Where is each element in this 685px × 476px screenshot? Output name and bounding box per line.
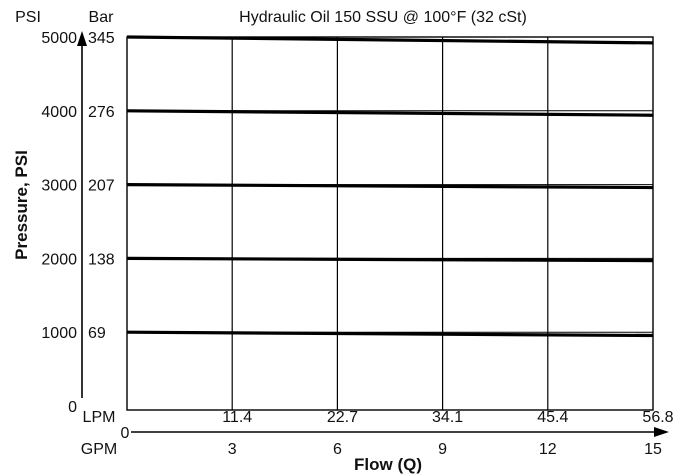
series-line-1 [126,35,654,45]
y-bar-tick-labels: 69 138 207 276 345 [88,30,115,342]
x-gpm-tick-label: 6 [333,441,342,458]
series-line-3 [126,183,654,190]
y-axis-arrow-icon [77,31,87,46]
y-psi-tick-label: 0 [68,399,77,416]
y-psi-tick-label: 3000 [41,178,77,195]
y-bar-tick-label: 138 [88,251,115,268]
x-axis-title: Flow (Q) [354,455,422,474]
series-line-2 [126,109,654,117]
series-line-5 [126,330,654,338]
x-gpm-tick-label: 3 [228,441,237,458]
y-psi-tick-labels: 0 1000 2000 3000 4000 5000 [41,30,77,416]
y-psi-tick-label: 2000 [41,251,77,268]
y-psi-tick-label: 1000 [41,325,77,342]
plot-frame [126,36,654,411]
chart-title: Hydraulic Oil 150 SSU @ 100°F (32 cSt) [239,9,527,26]
grid-lines [127,37,653,410]
x-lpm-tick-label: 56.8 [642,409,673,426]
x-lpm-tick-labels: 11.4 22.7 34.1 45.4 56.8 [222,409,673,426]
x-gpm-tick-labels: 0 3 6 9 12 15 [121,425,662,458]
x-axis-arrow-icon [654,427,669,437]
y-psi-tick-label: 5000 [41,30,77,47]
x-gpm-tick-label: 15 [644,441,662,458]
y-bar-tick-label: 345 [88,30,115,47]
series-line-4 [126,256,654,263]
series-layer [126,35,654,338]
y-psi-tick-label: 4000 [41,104,77,121]
x-lpm-tick-label: 22.7 [327,409,358,426]
y-bar-tick-label: 207 [88,178,115,195]
y-bar-tick-label: 276 [88,104,115,121]
x-gpm-tick-label: 0 [121,425,130,442]
x-lpm-tick-label: 11.4 [222,409,252,426]
y-bar-tick-label: 69 [88,325,106,342]
psi-unit-label: PSI [15,9,41,26]
x-gpm-tick-label: 9 [438,441,447,458]
x-lpm-tick-label: 45.4 [537,409,568,426]
x-lpm-tick-label: 34.1 [432,409,463,426]
bar-unit-label: Bar [89,9,115,26]
lpm-unit-label: LPM [83,409,116,426]
y-axis-title: Pressure, PSI [12,150,31,260]
x-gpm-tick-label: 12 [539,441,557,458]
gpm-unit-label: GPM [81,441,117,458]
